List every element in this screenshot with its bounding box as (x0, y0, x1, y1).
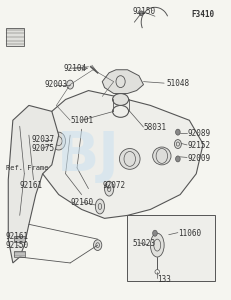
Ellipse shape (112, 94, 128, 105)
Circle shape (152, 230, 157, 236)
Polygon shape (43, 91, 202, 218)
Text: 92150: 92150 (131, 7, 155, 16)
Circle shape (139, 11, 143, 16)
Text: 51048: 51048 (166, 79, 189, 88)
Text: 92089: 92089 (186, 129, 209, 138)
Polygon shape (102, 70, 143, 94)
Circle shape (93, 240, 101, 250)
Text: 133: 133 (157, 275, 170, 284)
Text: 92009: 92009 (186, 154, 209, 163)
Text: 11060: 11060 (177, 229, 200, 238)
FancyBboxPatch shape (127, 215, 214, 281)
Circle shape (174, 140, 181, 148)
Text: 92037: 92037 (31, 135, 54, 144)
Ellipse shape (150, 233, 163, 257)
Text: 92152: 92152 (186, 141, 209, 150)
Ellipse shape (104, 181, 113, 196)
Text: 51023: 51023 (131, 239, 155, 248)
Ellipse shape (119, 148, 140, 169)
Text: 92160: 92160 (70, 197, 93, 206)
Circle shape (52, 132, 65, 150)
Text: 92075: 92075 (31, 144, 54, 153)
Text: Ref. Frame: Ref. Frame (6, 165, 48, 171)
Polygon shape (8, 105, 58, 263)
Circle shape (175, 129, 179, 135)
Ellipse shape (95, 199, 104, 214)
Text: 92003: 92003 (45, 80, 68, 89)
FancyBboxPatch shape (14, 236, 25, 242)
Text: 58031: 58031 (143, 123, 166, 132)
Text: 92161: 92161 (20, 181, 43, 190)
Text: 51001: 51001 (70, 116, 93, 125)
Text: 92150: 92150 (6, 241, 29, 250)
Text: BJ: BJ (57, 129, 119, 183)
Text: 92161: 92161 (6, 232, 29, 241)
Circle shape (175, 156, 179, 162)
Circle shape (67, 80, 73, 89)
Text: 92104: 92104 (63, 64, 86, 73)
FancyBboxPatch shape (14, 251, 25, 257)
Ellipse shape (152, 147, 170, 165)
Text: F3410: F3410 (191, 10, 214, 19)
FancyBboxPatch shape (6, 28, 24, 46)
Text: 92072: 92072 (102, 181, 125, 190)
